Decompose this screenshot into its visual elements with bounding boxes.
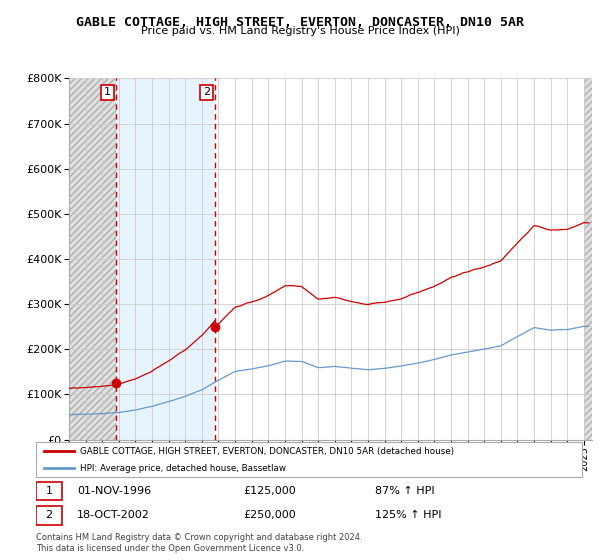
Text: 01-NOV-1996: 01-NOV-1996	[77, 486, 151, 496]
Bar	[584, 78, 592, 440]
Bar	[69, 78, 116, 440]
Text: £250,000: £250,000	[244, 510, 296, 520]
Text: 1: 1	[46, 486, 53, 496]
Text: Price paid vs. HM Land Registry's House Price Index (HPI): Price paid vs. HM Land Registry's House …	[140, 26, 460, 36]
Text: 125% ↑ HPI: 125% ↑ HPI	[374, 510, 441, 520]
Text: 2: 2	[46, 510, 53, 520]
Text: Contains HM Land Registry data © Crown copyright and database right 2024.
This d: Contains HM Land Registry data © Crown c…	[36, 533, 362, 553]
Bar	[36, 506, 62, 525]
Text: 87% ↑ HPI: 87% ↑ HPI	[374, 486, 434, 496]
Text: 1: 1	[104, 87, 111, 97]
Text: GABLE COTTAGE, HIGH STREET, EVERTON, DONCASTER, DN10 5AR: GABLE COTTAGE, HIGH STREET, EVERTON, DON…	[76, 16, 524, 29]
Text: £125,000: £125,000	[244, 486, 296, 496]
Bar	[116, 78, 215, 440]
Text: 2: 2	[203, 87, 210, 97]
Text: 18-OCT-2002: 18-OCT-2002	[77, 510, 150, 520]
Bar	[584, 78, 592, 440]
Text: HPI: Average price, detached house, Bassetlaw: HPI: Average price, detached house, Bass…	[80, 464, 286, 473]
Bar	[69, 78, 116, 440]
Bar	[36, 482, 62, 501]
Text: GABLE COTTAGE, HIGH STREET, EVERTON, DONCASTER, DN10 5AR (detached house): GABLE COTTAGE, HIGH STREET, EVERTON, DON…	[80, 446, 454, 456]
